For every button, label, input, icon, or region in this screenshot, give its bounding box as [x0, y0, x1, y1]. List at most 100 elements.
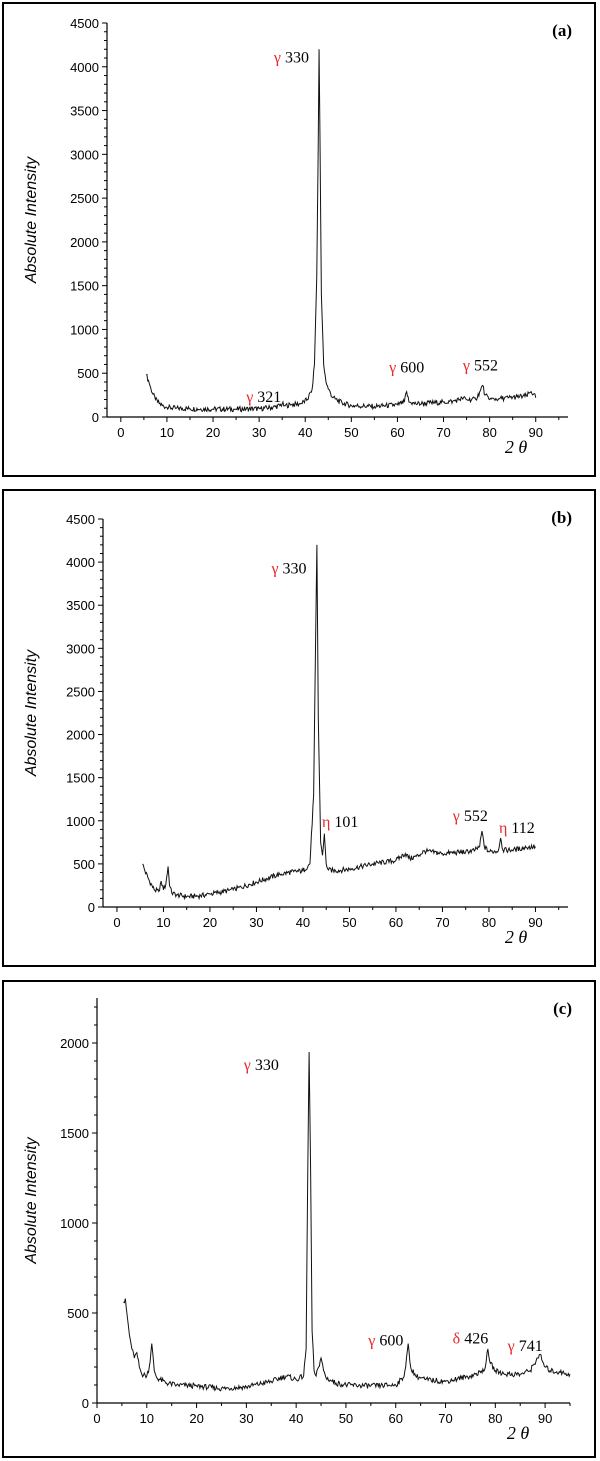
miller-index: 330	[285, 49, 309, 66]
phase-symbol: γ	[245, 389, 253, 406]
peak-annotation: δ 426	[453, 1331, 489, 1348]
miller-index: 330	[283, 560, 307, 577]
x-tick-label: 10	[156, 915, 170, 930]
x-tick-label: 50	[342, 915, 356, 930]
chart-panel-c: 0 10 20 30 40 50 60 70 80 90 0 500 1000 1500 2000 Absol…	[2, 980, 596, 1458]
x-axis-label: 2 θ	[505, 437, 528, 457]
y-tick-label: 2000	[60, 1036, 89, 1051]
phase-symbol: γ	[452, 808, 460, 825]
x-tick-label: 90	[528, 915, 542, 930]
y-tick-label: 1500	[60, 1126, 89, 1141]
x-tick-label: 10	[160, 425, 174, 440]
y-tick-label: 500	[77, 366, 99, 381]
chart-svg-a: 0 10 20 30 40 50 60 70 80 90 0 500 1000 1500 2000 2500 3…	[23, 16, 572, 457]
phase-symbol: γ	[270, 560, 278, 577]
y-tick-label: 0	[82, 1396, 89, 1411]
peak-annotation: γ 741	[507, 1338, 543, 1355]
axes: 0 10 20 30 40 50 60 70 80 90 0 500 1000 1500 2000 2500 3…	[66, 512, 568, 930]
x-tick-label: 60	[389, 915, 403, 930]
miller-index: 600	[379, 1332, 403, 1349]
x-tick-label: 70	[438, 1411, 452, 1426]
x-tick-label: 50	[339, 1411, 353, 1426]
phase-symbol: γ	[273, 49, 281, 66]
series-line	[123, 1051, 571, 1392]
panel-label: (b)	[551, 508, 572, 527]
miller-index: 330	[255, 1057, 279, 1074]
phase-symbol: η	[322, 814, 330, 831]
axes: 0 10 20 30 40 50 60 70 80 90 0 500 1000 1500 2000 2500 3…	[70, 16, 568, 440]
y-tick-label: 3000	[70, 147, 99, 162]
miller-index: 552	[474, 358, 498, 375]
x-tick-label: 40	[298, 425, 312, 440]
chart-panel-b: 0 10 20 30 40 50 60 70 80 90 0 500 1000 1500 2000 2500 3…	[2, 489, 596, 967]
x-tick-label: 80	[488, 1411, 502, 1426]
series-line	[142, 544, 536, 901]
miller-index: 552	[464, 808, 488, 825]
x-tick-label: 20	[206, 425, 220, 440]
x-tick-label: 20	[203, 915, 217, 930]
x-tick-label: 70	[435, 915, 449, 930]
chart-svg-c: 0 10 20 30 40 50 60 70 80 90 0 500 1000 1500 2000 Absol…	[23, 998, 572, 1443]
y-tick-label: 1000	[70, 322, 99, 337]
panel-label: (a)	[552, 21, 572, 40]
miller-index: 112	[511, 820, 534, 837]
chart-svg-b: 0 10 20 30 40 50 60 70 80 90 0 500 1000 1500 2000 2500 3…	[23, 508, 572, 947]
x-tick-label: 10	[140, 1411, 154, 1426]
x-tick-label: 30	[239, 1411, 253, 1426]
phase-symbol: γ	[388, 359, 396, 376]
phase-symbol: γ	[507, 1338, 515, 1355]
peak-annotation: γ 600	[388, 359, 424, 376]
phase-symbol: δ	[453, 1331, 461, 1348]
x-tick-label: 30	[252, 425, 266, 440]
x-tick-label: 0	[113, 915, 120, 930]
phase-symbol: γ	[243, 1057, 251, 1074]
peak-annotation: η 112	[499, 820, 535, 837]
x-tick-label: 80	[482, 915, 496, 930]
y-tick-label: 0	[92, 410, 99, 425]
y-tick-label: 500	[67, 1306, 89, 1321]
peak-annotation: γ 552	[452, 808, 488, 825]
y-tick-label: 4000	[66, 555, 95, 570]
x-tick-label: 60	[389, 1411, 403, 1426]
x-tick-label: 90	[538, 1411, 552, 1426]
y-tick-label: 1500	[70, 279, 99, 294]
y-axis-label: Absolute Intensity	[23, 649, 40, 777]
y-axis-label: Absolute Intensity	[23, 156, 40, 284]
x-tick-label: 90	[528, 425, 542, 440]
y-tick-label: 3000	[66, 641, 95, 656]
miller-index: 101	[334, 814, 358, 831]
y-tick-label: 1000	[66, 814, 95, 829]
x-tick-label: 60	[390, 425, 404, 440]
y-tick-label: 4500	[66, 512, 95, 527]
x-tick-label: 0	[93, 1411, 100, 1426]
miller-index: 426	[464, 1331, 488, 1348]
y-tick-label: 2000	[70, 235, 99, 250]
peak-annotation: γ 330	[273, 49, 309, 66]
y-axis-label: Absolute Intensity	[23, 1136, 40, 1264]
y-tick-label: 2000	[66, 728, 95, 743]
x-axis-label: 2 θ	[507, 1423, 530, 1443]
y-tick-label: 500	[73, 857, 95, 872]
x-tick-label: 0	[117, 425, 124, 440]
y-tick-label: 2500	[70, 191, 99, 206]
y-tick-label: 0	[88, 900, 95, 915]
phase-symbol: γ	[367, 1332, 375, 1349]
y-tick-label: 1000	[60, 1216, 89, 1231]
y-tick-label: 3500	[66, 598, 95, 613]
peak-annotation: γ 321	[245, 389, 281, 406]
chart-panel-a: 0 10 20 30 40 50 60 70 80 90 0 500 1000 1500 2000 2500 3…	[2, 2, 596, 477]
panel-label: (c)	[553, 999, 572, 1018]
y-tick-label: 4000	[70, 60, 99, 75]
y-tick-label: 4500	[70, 16, 99, 31]
miller-index: 600	[400, 359, 424, 376]
x-tick-label: 40	[296, 915, 310, 930]
x-tick-label: 20	[189, 1411, 203, 1426]
phase-symbol: γ	[462, 358, 470, 375]
y-tick-label: 2500	[66, 684, 95, 699]
y-tick-label: 1500	[66, 771, 95, 786]
peak-annotation: γ 330	[270, 560, 306, 577]
miller-index: 741	[519, 1338, 543, 1355]
axes: 0 10 20 30 40 50 60 70 80 90 0 500 1000 1500 2000	[60, 998, 571, 1426]
peak-annotation: γ 552	[462, 358, 498, 375]
phase-symbol: η	[499, 820, 507, 837]
